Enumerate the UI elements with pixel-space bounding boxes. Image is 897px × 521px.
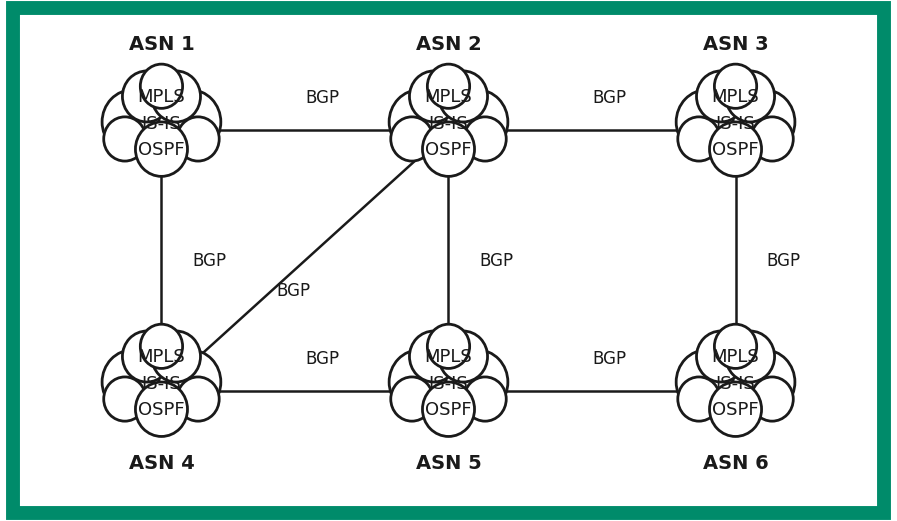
Text: MPLS
IS-IS
OSPF: MPLS IS-IS OSPF [424, 349, 473, 419]
Text: ASN 1: ASN 1 [128, 35, 195, 54]
Circle shape [676, 350, 738, 414]
Text: BGP: BGP [305, 90, 339, 107]
Circle shape [696, 331, 745, 382]
Circle shape [726, 331, 775, 382]
Circle shape [751, 377, 793, 421]
Circle shape [135, 382, 187, 437]
Circle shape [102, 350, 164, 414]
Circle shape [135, 122, 187, 177]
Circle shape [422, 122, 475, 177]
Circle shape [446, 90, 508, 154]
Circle shape [389, 350, 451, 414]
Circle shape [177, 377, 219, 421]
Text: MPLS
IS-IS
OSPF: MPLS IS-IS OSPF [137, 88, 186, 159]
Circle shape [159, 350, 221, 414]
Circle shape [696, 71, 745, 122]
Circle shape [152, 71, 201, 122]
Text: BGP: BGP [305, 350, 339, 367]
Circle shape [122, 71, 171, 122]
Circle shape [714, 64, 757, 108]
Circle shape [121, 79, 202, 165]
Circle shape [427, 64, 470, 108]
Text: MPLS
IS-IS
OSPF: MPLS IS-IS OSPF [137, 349, 186, 419]
Circle shape [104, 117, 146, 161]
Text: BGP: BGP [766, 252, 800, 269]
Circle shape [464, 117, 506, 161]
Text: MPLS
IS-IS
OSPF: MPLS IS-IS OSPF [424, 88, 473, 159]
Circle shape [439, 331, 488, 382]
Circle shape [391, 377, 433, 421]
Circle shape [152, 331, 201, 382]
Text: ASN 2: ASN 2 [415, 35, 482, 54]
Circle shape [710, 382, 762, 437]
Circle shape [409, 71, 458, 122]
Circle shape [102, 90, 164, 154]
Text: ASN 3: ASN 3 [702, 35, 769, 54]
Circle shape [122, 331, 171, 382]
Circle shape [408, 79, 489, 165]
Circle shape [676, 90, 738, 154]
Circle shape [159, 90, 221, 154]
Circle shape [177, 117, 219, 161]
Circle shape [439, 71, 488, 122]
Circle shape [678, 377, 720, 421]
Circle shape [409, 331, 458, 382]
Circle shape [714, 324, 757, 368]
Circle shape [710, 122, 762, 177]
Circle shape [391, 117, 433, 161]
Circle shape [422, 382, 475, 437]
Circle shape [427, 324, 470, 368]
Circle shape [140, 324, 183, 368]
Circle shape [751, 117, 793, 161]
Text: BGP: BGP [276, 281, 310, 300]
Text: BGP: BGP [479, 252, 513, 269]
Circle shape [446, 350, 508, 414]
Circle shape [678, 117, 720, 161]
Circle shape [726, 71, 775, 122]
Circle shape [389, 90, 451, 154]
Circle shape [408, 340, 489, 425]
Text: BGP: BGP [192, 252, 226, 269]
Circle shape [695, 340, 776, 425]
Circle shape [733, 90, 795, 154]
Circle shape [464, 377, 506, 421]
Circle shape [104, 377, 146, 421]
Text: BGP: BGP [592, 90, 626, 107]
Text: MPLS
IS-IS
OSPF: MPLS IS-IS OSPF [711, 349, 760, 419]
Circle shape [733, 350, 795, 414]
Text: MPLS
IS-IS
OSPF: MPLS IS-IS OSPF [711, 88, 760, 159]
Text: ASN 5: ASN 5 [415, 454, 482, 473]
Text: ASN 4: ASN 4 [128, 454, 195, 473]
Text: BGP: BGP [592, 350, 626, 367]
Text: ASN 6: ASN 6 [702, 454, 769, 473]
Circle shape [121, 340, 202, 425]
Circle shape [140, 64, 183, 108]
Circle shape [695, 79, 776, 165]
